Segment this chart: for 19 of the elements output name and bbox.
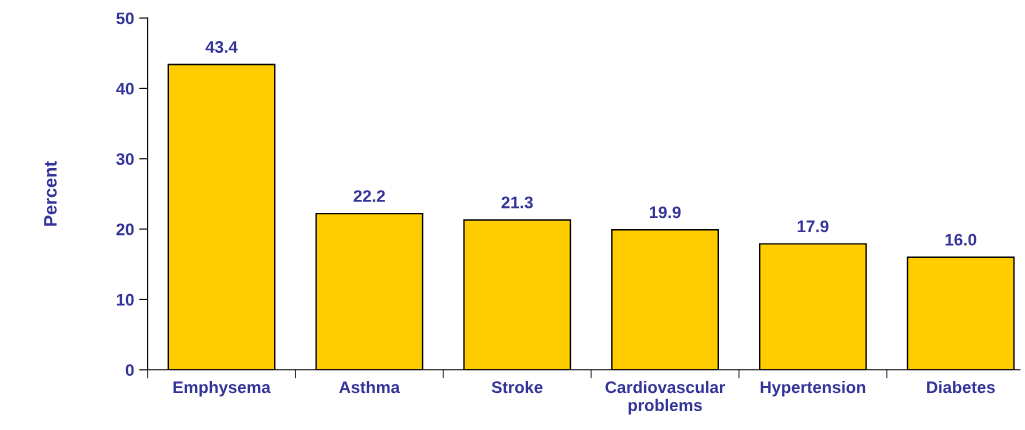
x-tick-label: Stroke (491, 380, 543, 394)
data-label: 43.4 (205, 41, 238, 53)
data-label: 19.9 (649, 206, 681, 219)
x-tick-label: Cardiovascular problems (605, 380, 726, 415)
x-tick-label: Emphysema (173, 380, 271, 397)
x-tick-label: Asthma (339, 380, 401, 394)
x-tick-label: Hypertension (760, 380, 866, 397)
x-tick-label: Diabetes (927, 380, 995, 394)
data-label: 21.3 (501, 196, 533, 209)
data-label: 22.2 (353, 190, 385, 202)
y-axis-title: Percent (44, 161, 57, 226)
y-tick-label: 50 (116, 12, 134, 25)
data-label: 17.9 (797, 220, 829, 233)
y-tick-label: 0 (125, 364, 134, 376)
y-tick-label: 30 (116, 153, 134, 165)
y-tick-label: 20 (116, 223, 134, 236)
y-tick-label: 40 (116, 82, 134, 95)
y-tick-label: 10 (116, 293, 134, 306)
data-label: 16.0 (945, 233, 977, 246)
